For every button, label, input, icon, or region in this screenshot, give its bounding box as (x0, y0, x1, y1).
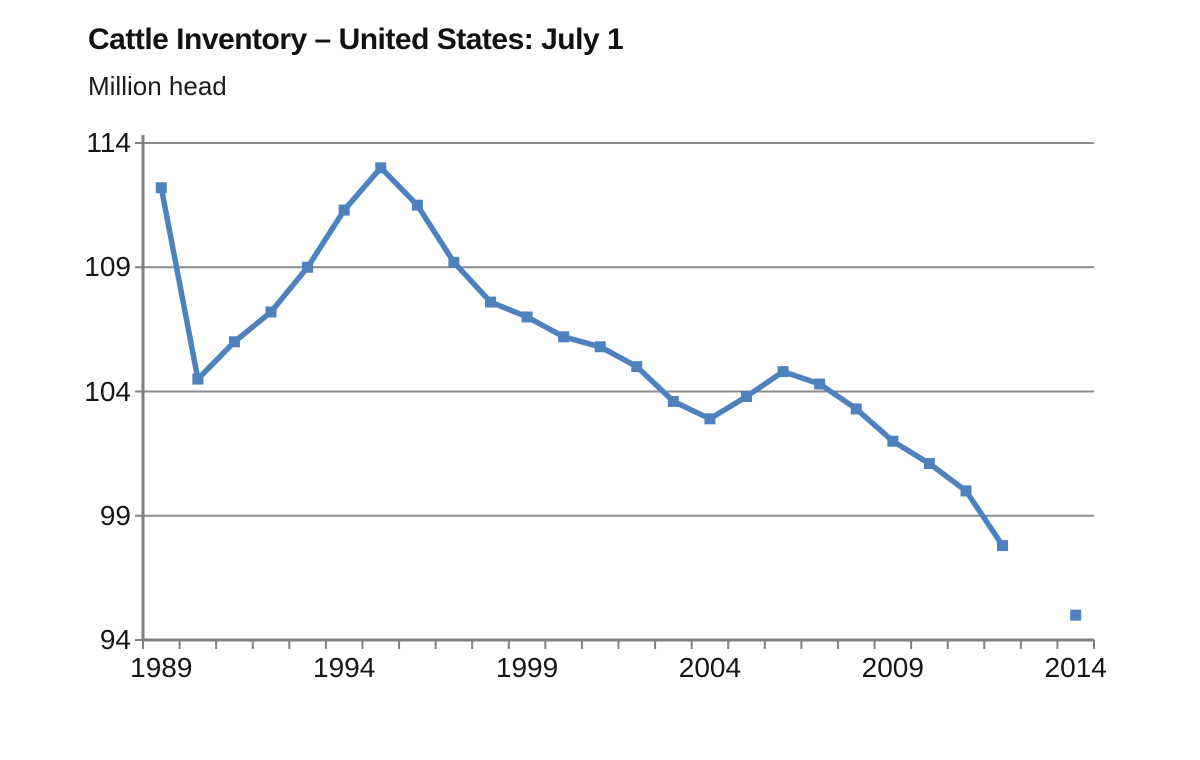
data-point-marker-1992 (265, 306, 277, 318)
data-point-marker-1998 (484, 296, 496, 308)
data-point-marker-2000 (558, 331, 570, 343)
data-point-marker-2004 (704, 413, 716, 425)
data-point-marker-1994 (338, 204, 350, 216)
data-point-marker-2014 (1070, 609, 1082, 621)
data-point-marker-2008 (850, 403, 862, 415)
data-point-marker-1995 (375, 162, 387, 174)
data-point-marker-1990 (192, 373, 204, 385)
data-point-marker-2006 (777, 366, 789, 378)
data-point-marker-1991 (228, 336, 240, 348)
data-point-marker-2011 (960, 485, 972, 497)
data-point-marker-2001 (594, 341, 606, 353)
data-point-marker-2010 (923, 458, 935, 470)
data-point-marker-2002 (631, 361, 643, 373)
data-point-marker-2003 (667, 395, 679, 407)
data-point-marker-2009 (887, 435, 899, 447)
y-axis-unit-label: Million head (88, 71, 227, 101)
data-point-marker-2012 (997, 540, 1009, 552)
data-point-marker-1996 (411, 199, 423, 211)
data-point-marker-1999 (521, 311, 533, 323)
data-point-marker-1997 (448, 256, 460, 268)
data-point-marker-1993 (302, 261, 314, 273)
data-point-marker-2005 (741, 390, 753, 402)
data-point-marker-2007 (814, 378, 826, 390)
data-point-marker-1989 (155, 182, 167, 194)
chart-title: Cattle Inventory – United States: July 1 (88, 23, 624, 56)
